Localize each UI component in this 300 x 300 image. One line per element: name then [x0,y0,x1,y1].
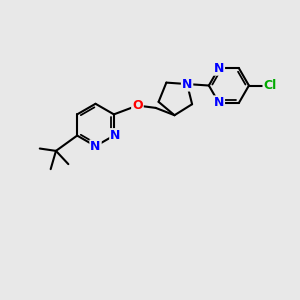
Text: O: O [132,99,143,112]
Text: N: N [90,140,101,153]
Text: N: N [182,78,192,91]
Text: Cl: Cl [263,79,277,92]
Text: N: N [214,62,224,75]
Text: N: N [214,96,224,110]
Text: N: N [110,129,121,142]
